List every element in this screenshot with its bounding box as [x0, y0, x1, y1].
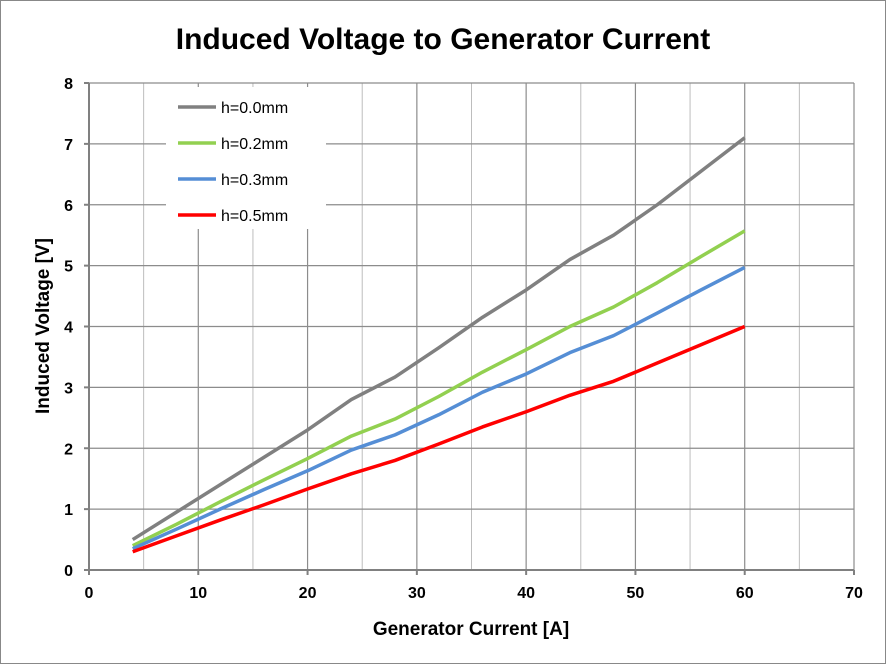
legend-label: h=0.5mm — [221, 208, 288, 225]
x-tick-label: 60 — [736, 585, 754, 602]
x-tick-label: 40 — [517, 585, 535, 602]
x-tick-label: 20 — [299, 585, 317, 602]
legend-label: h=0.3mm — [221, 172, 288, 189]
legend-label: h=0.2mm — [221, 136, 288, 153]
x-tick-label: 50 — [627, 585, 645, 602]
y-tick-label: 3 — [64, 380, 73, 397]
legend-box — [166, 87, 326, 229]
x-tick-label: 0 — [85, 585, 94, 602]
x-tick-label: 70 — [845, 585, 863, 602]
y-axis-label: Induced Voltage [V] — [33, 238, 54, 414]
series-line-h=0.0mm — [131, 136, 746, 542]
y-tick-label: 7 — [64, 137, 73, 154]
series-line-h=0.3mm — [132, 265, 746, 551]
x-tick-label: 10 — [189, 585, 207, 602]
series-line-h=0.2mm — [131, 229, 746, 548]
y-tick-label: 5 — [64, 259, 73, 276]
y-tick-label: 6 — [64, 198, 73, 215]
x-axis-label: Generator Current [A] — [373, 619, 569, 640]
y-tick-label: 8 — [64, 76, 73, 93]
y-tick-label: 0 — [64, 563, 73, 580]
x-tick-label: 30 — [408, 585, 426, 602]
y-tick-label: 1 — [64, 502, 73, 519]
legend-label: h=0.0mm — [221, 100, 288, 117]
y-tick-label: 2 — [64, 441, 73, 458]
series-line-h=0.5mm — [132, 324, 746, 554]
chart-title: Induced Voltage to Generator Current — [176, 23, 711, 56]
y-tick-label: 4 — [64, 320, 73, 337]
